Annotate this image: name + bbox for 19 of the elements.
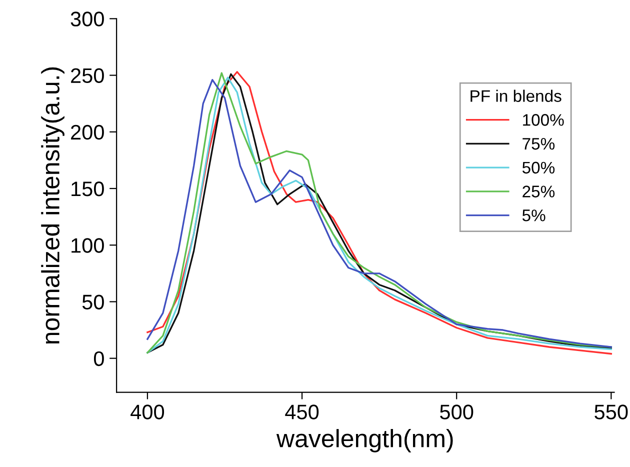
x-axis-title: wavelength(nm) (276, 429, 453, 452)
x-tick-label: 500 (440, 404, 474, 420)
y-tick-label: 250 (71, 68, 104, 84)
y-tick-label: 200 (71, 124, 104, 140)
y-tick-label: 150 (72, 182, 104, 196)
y-tick-label: 100 (72, 238, 104, 253)
x-tick-label: 400 (130, 404, 164, 420)
legend-label: 100% (523, 114, 564, 126)
x-tick-label: 450 (285, 404, 319, 420)
legend-label: 25% (522, 186, 555, 198)
legend-label: 50% (522, 162, 555, 174)
x-tick-label: 550 (594, 404, 628, 420)
y-tick-label: 50 (82, 294, 104, 310)
legend-label: 75% (522, 138, 555, 150)
y-tick-label: 300 (70, 12, 104, 26)
y-axis-title: normalized intensity(a.u.) (41, 67, 64, 344)
legend-title: PF in blends (470, 90, 562, 102)
y-tick-label: 0 (94, 351, 104, 366)
legend-label: 5% (522, 210, 546, 222)
